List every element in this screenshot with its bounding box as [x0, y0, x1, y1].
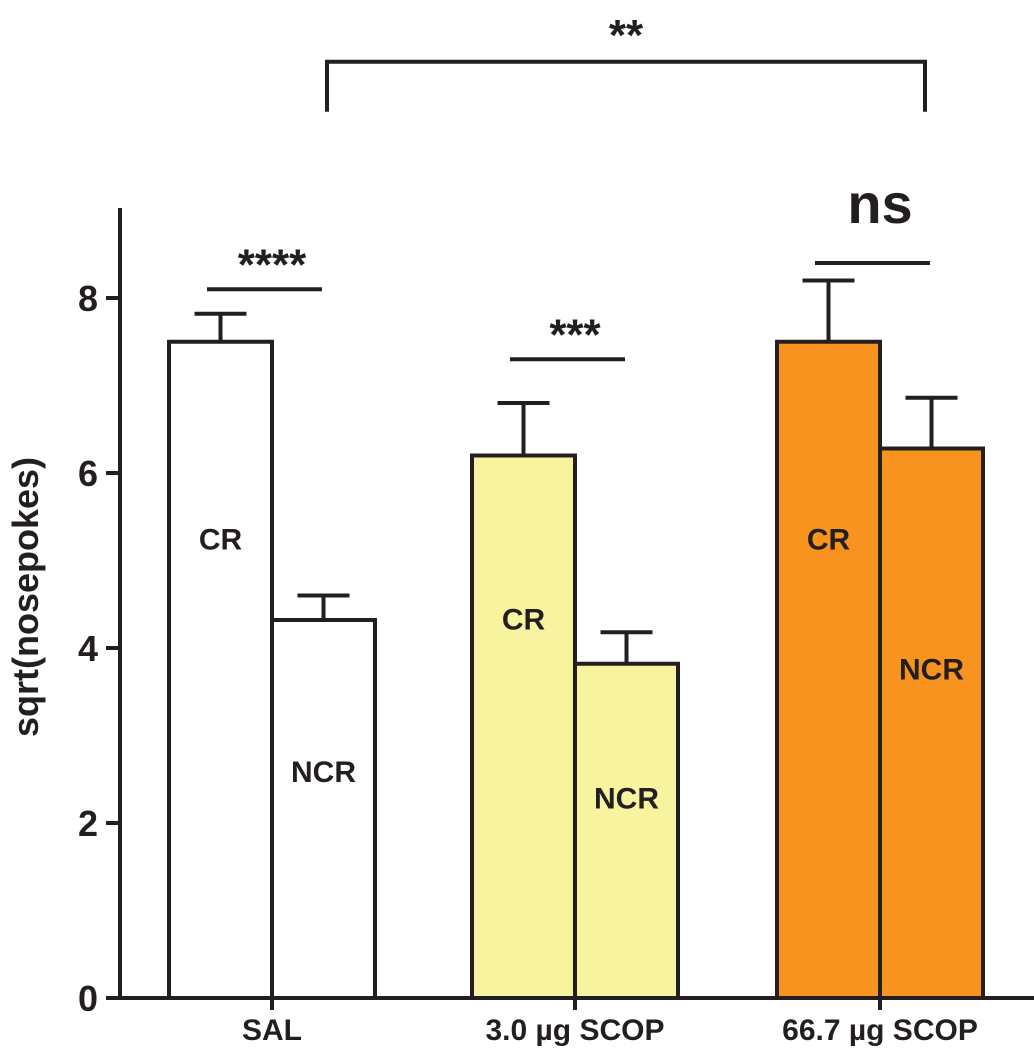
y-axis-label: sqrt(nosepokes) [5, 457, 46, 737]
y-tick-label: 0 [78, 978, 98, 1019]
bar [573, 661, 680, 1000]
x-tick-label: 66.7 µg SCOP [782, 1014, 978, 1047]
significance-bracket [325, 59, 927, 112]
y-tick-label: 6 [78, 453, 98, 494]
bar-series-label: NCR [899, 653, 964, 686]
bar [775, 339, 882, 1000]
significance-label: ** [609, 11, 644, 60]
x-tick-label: 3.0 µg SCOP [485, 1014, 664, 1047]
significance-label: ns [847, 172, 912, 235]
significance-label: *** [549, 310, 601, 359]
bar [878, 446, 985, 1000]
y-tick-label: 2 [78, 803, 98, 844]
bar [470, 453, 577, 1000]
bar [167, 339, 274, 1000]
bars: CR NCR CR NCR CR NCR [167, 278, 985, 1000]
y-tick-label: 4 [78, 628, 98, 669]
bar-series-label: NCR [594, 782, 659, 815]
significance-label: **** [238, 240, 307, 289]
bar-series-label: CR [807, 524, 851, 557]
bar-series-label: CR [502, 603, 546, 636]
y-tick-label: 8 [78, 278, 98, 319]
significance-annotations: *******ns** [207, 11, 930, 362]
x-tick-label: SAL [242, 1014, 302, 1047]
bar-series-label: NCR [291, 756, 356, 789]
bar [270, 618, 377, 1000]
bar-series-label: CR [199, 524, 243, 557]
